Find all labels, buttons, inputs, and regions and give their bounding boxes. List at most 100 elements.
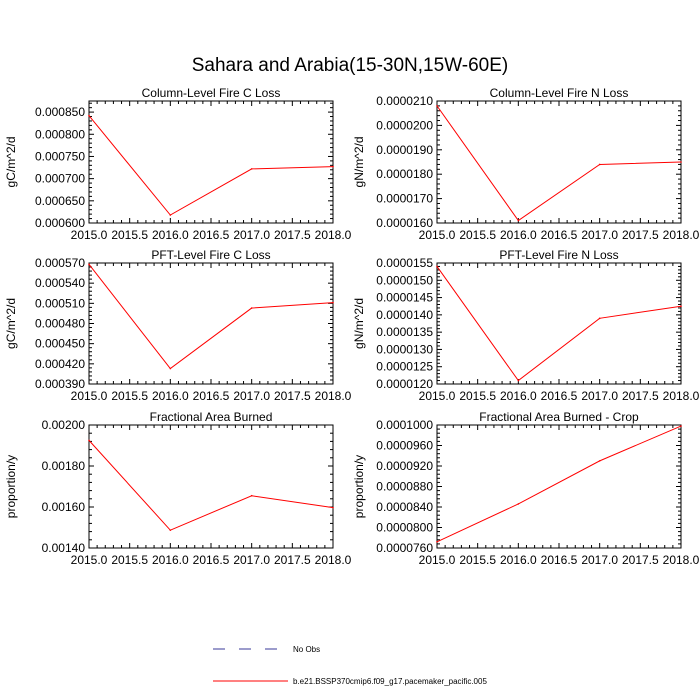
x-tick-label: 2017.0 xyxy=(233,553,270,567)
x-tick-label: 2018.0 xyxy=(315,389,352,403)
y-tick-label: 0.000510 xyxy=(35,296,85,310)
x-tick-label: 2016.0 xyxy=(500,389,537,403)
x-tick-label: 2017.5 xyxy=(274,553,311,567)
data-point xyxy=(250,168,253,170)
series-line xyxy=(436,266,682,382)
y-tick-label: 0.0000135 xyxy=(376,325,433,339)
x-tick-label: 2016.5 xyxy=(193,553,230,567)
y-tick-label: 0.00160 xyxy=(42,500,86,514)
data-point xyxy=(436,105,438,107)
y-tick-label: 0.0000130 xyxy=(376,342,433,356)
y-axis-label: gN/m^2/d xyxy=(352,137,366,188)
data-point xyxy=(680,425,682,427)
y-tick-label: 0.000420 xyxy=(35,357,85,371)
data-point xyxy=(517,503,520,505)
data-point xyxy=(332,301,334,304)
data-point xyxy=(598,317,601,320)
series-line xyxy=(88,440,334,531)
x-tick-label: 2015.0 xyxy=(71,553,108,567)
y-tick-label: 0.0000160 xyxy=(376,216,433,230)
y-tick-label: 0.00140 xyxy=(42,541,86,555)
data-point xyxy=(517,379,520,382)
y-tick-label: 0.0000960 xyxy=(376,439,433,453)
series-line xyxy=(88,264,334,370)
data-point xyxy=(332,506,334,509)
x-tick-label: 2018.0 xyxy=(315,228,352,242)
y-tick-label: 0.0000920 xyxy=(376,459,433,473)
y-tick-label: 0.00180 xyxy=(42,459,86,473)
y-tick-label: 0.0000155 xyxy=(376,256,433,270)
data-point xyxy=(169,367,172,370)
x-tick-label: 2016.5 xyxy=(193,228,230,242)
chart-panel-3: PFT-Level Fire C Loss gC/m^2/d 2015.0 2015.… xyxy=(4,248,352,403)
x-tick-label: 2015.5 xyxy=(459,553,496,567)
plot-frame xyxy=(436,100,682,224)
x-tick-label: 2015.5 xyxy=(459,228,496,242)
x-tick-label: 2018.0 xyxy=(315,553,352,567)
y-tick-label: 0.0000170 xyxy=(376,192,433,206)
x-tick-label: 2017.5 xyxy=(622,553,659,567)
y-tick-label: 0.000650 xyxy=(35,194,85,208)
x-tick-label: 2016.5 xyxy=(193,389,230,403)
y-tick-label: 0.00200 xyxy=(42,418,86,432)
x-tick-label: 2016.5 xyxy=(541,389,578,403)
plot-frame xyxy=(88,262,334,385)
y-tick-label: 0.000850 xyxy=(35,105,85,119)
plot-frame xyxy=(88,424,334,549)
y-tick-label: 0.000540 xyxy=(35,276,85,290)
y-tick-label: 0.0000125 xyxy=(376,360,433,374)
y-tick-label: 0.0000800 xyxy=(376,521,433,535)
x-tick-label: 2018.0 xyxy=(663,553,700,567)
data-point xyxy=(169,214,172,216)
x-tick-label: 2018.0 xyxy=(663,228,700,242)
chart-title: Fractional Area Burned xyxy=(150,410,273,424)
data-point xyxy=(88,439,90,442)
data-point xyxy=(436,265,438,268)
x-tick-label: 2016.0 xyxy=(152,553,189,567)
x-tick-label: 2017.5 xyxy=(274,389,311,403)
x-tick-label: 2017.0 xyxy=(581,389,618,403)
legend-model-label: b.e21.BSSP370cmip6.f09_g17.pacemaker_pac… xyxy=(293,677,487,686)
y-tick-label: 0.0000760 xyxy=(376,541,433,555)
series-line xyxy=(88,115,334,216)
x-tick-label: 2016.5 xyxy=(541,228,578,242)
y-tick-label: 0.000450 xyxy=(35,337,85,351)
y-tick-label: 0.0000880 xyxy=(376,480,433,494)
x-tick-label: 2017.5 xyxy=(622,228,659,242)
y-axis-label: gC/m^2/d xyxy=(4,137,18,188)
y-tick-label: 0.0000180 xyxy=(376,167,433,181)
x-tick-label: 2015.0 xyxy=(71,228,108,242)
x-tick-label: 2018.0 xyxy=(663,389,700,403)
y-tick-label: 0.000750 xyxy=(35,149,85,163)
y-axis-label: gC/m^2/d xyxy=(4,298,18,349)
y-tick-label: 0.0000210 xyxy=(376,94,433,108)
data-point xyxy=(436,541,438,543)
chart-panel-4: PFT-Level Fire N Loss gN/m^2/d 2015.0 2015.… xyxy=(352,248,700,403)
y-tick-label: 0.000700 xyxy=(35,172,85,186)
data-point xyxy=(598,460,601,462)
data-point xyxy=(332,165,334,168)
legend-no-obs-label: No Obs xyxy=(293,645,320,654)
chart-title: Column-Level Fire N Loss xyxy=(490,86,629,100)
y-tick-label: 0.0000840 xyxy=(376,500,433,514)
y-tick-label: 0.0000120 xyxy=(376,377,433,391)
x-tick-label: 2015.5 xyxy=(111,389,148,403)
page-title: Sahara and Arabia(15-30N,15W-60E) xyxy=(192,55,509,76)
chart-panel-6: Fractional Area Burned - Crop proportion/… xyxy=(352,410,700,567)
x-tick-label: 2016.0 xyxy=(152,389,189,403)
x-tick-label: 2017.5 xyxy=(622,389,659,403)
chart-title: PFT-Level Fire N Loss xyxy=(499,248,618,262)
x-tick-label: 2016.0 xyxy=(500,553,537,567)
data-point xyxy=(250,494,253,497)
series-line xyxy=(436,425,682,543)
y-tick-label: 0.0000145 xyxy=(376,291,433,305)
series-line xyxy=(436,105,682,222)
x-tick-label: 2017.0 xyxy=(233,228,270,242)
x-tick-label: 2015.0 xyxy=(71,389,108,403)
x-tick-label: 2017.0 xyxy=(233,389,270,403)
legend: No Obs b.e21.BSSP370cmip6.f09_g17.pacema… xyxy=(213,645,487,686)
x-tick-label: 2017.0 xyxy=(581,228,618,242)
